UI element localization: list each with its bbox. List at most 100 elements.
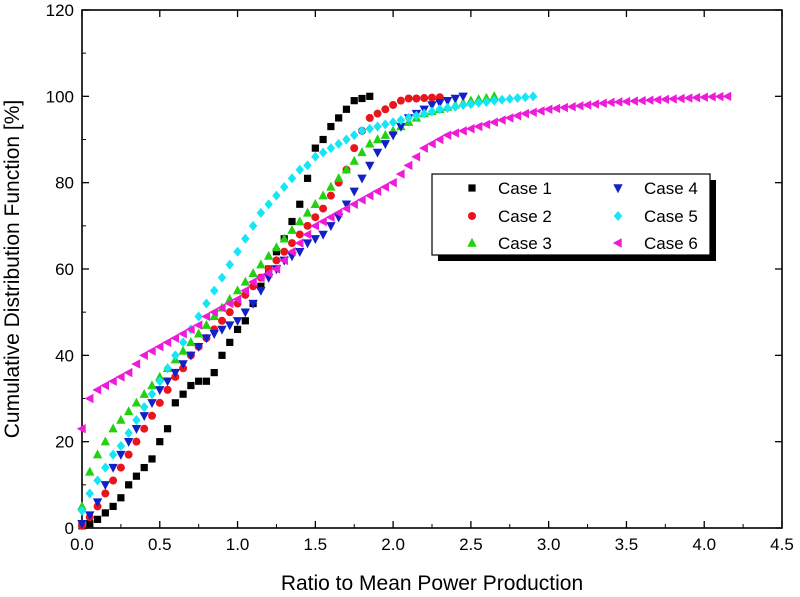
x-axis: 0.0 0.5 1.0 1.5 2.0 2.5 3.0 3.5 4.0 4.5 [70,10,794,554]
legend-label: Case 3 [498,234,552,253]
data-point [303,160,312,171]
data-point [326,191,335,200]
data-point [356,195,366,205]
data-point [629,96,638,106]
legend-marker [468,212,476,220]
data-point [505,93,514,104]
data-point [582,100,592,110]
data-point [333,208,343,218]
x-tick-label: 2.5 [459,535,483,554]
data-point [334,138,343,149]
data-point [179,390,187,398]
data-point [412,110,421,121]
data-point [434,134,444,145]
data-point [404,94,413,103]
data-point [226,338,234,346]
data-point [263,268,273,279]
data-point [257,282,265,290]
data-point [404,112,413,123]
x-tick-label: 1.0 [226,535,250,554]
data-point [201,311,211,322]
data-point [248,299,258,309]
data-point [372,134,383,144]
legend-label: Case 2 [498,207,552,226]
data-point [155,386,165,396]
data-point [123,406,134,416]
data-point [605,97,615,108]
data-point [155,376,164,387]
data-point [333,173,344,183]
data-point [124,450,133,459]
data-point [132,437,141,446]
data-point [132,415,141,426]
data-point [566,101,576,112]
data-point [442,96,453,106]
data-point [326,222,336,232]
data-point [326,143,336,154]
data-point [527,107,537,118]
data-point [350,130,359,141]
data-point [521,92,530,103]
data-point [241,317,249,325]
series-5 [77,91,538,516]
data-point [341,203,351,214]
data-point [318,147,328,158]
data-point [296,200,304,208]
legend-label: Case 4 [644,179,698,198]
data-point [115,372,125,382]
data-point [92,449,103,459]
data-point [365,113,374,122]
data-point [210,285,219,296]
data-point [193,328,204,338]
data-point [318,190,328,200]
data-point [490,95,499,106]
data-point [365,123,374,134]
data-point [451,101,460,112]
data-point [201,334,212,344]
data-point [76,424,86,434]
plot-area [81,9,783,529]
data-point [357,174,367,184]
data-point [349,155,359,165]
data-point [597,98,607,108]
data-point [691,92,701,103]
data-point [85,466,95,476]
data-point [163,385,172,394]
data-point [310,221,320,231]
data-point [419,143,428,153]
data-point [652,95,662,105]
data-point [140,402,149,413]
data-point [364,190,374,201]
data-point [288,217,296,226]
data-point [178,345,188,355]
data-point [349,187,359,197]
data-point [100,380,110,391]
data-point [504,113,514,123]
data-point [489,91,499,101]
data-point [101,462,110,473]
data-point [613,97,623,107]
data-point [241,233,250,244]
data-point [117,494,125,502]
data-point [341,200,352,210]
data-point [202,298,211,309]
data-point [319,204,328,213]
data-point [272,190,281,201]
data-point [170,368,181,378]
data-point [380,129,391,139]
data-point [442,130,452,140]
y-tick-label: 40 [55,346,74,365]
data-point [280,181,289,192]
data-point [154,342,164,352]
data-point [660,94,670,105]
data-point [232,294,242,304]
data-point [124,428,133,439]
data-point [123,367,133,378]
data-point [381,119,390,130]
data-point [116,440,126,451]
data-point [350,144,359,153]
data-point [225,259,234,270]
legend-label: Case 5 [644,207,698,226]
data-point [218,316,226,325]
data-point [389,100,398,109]
